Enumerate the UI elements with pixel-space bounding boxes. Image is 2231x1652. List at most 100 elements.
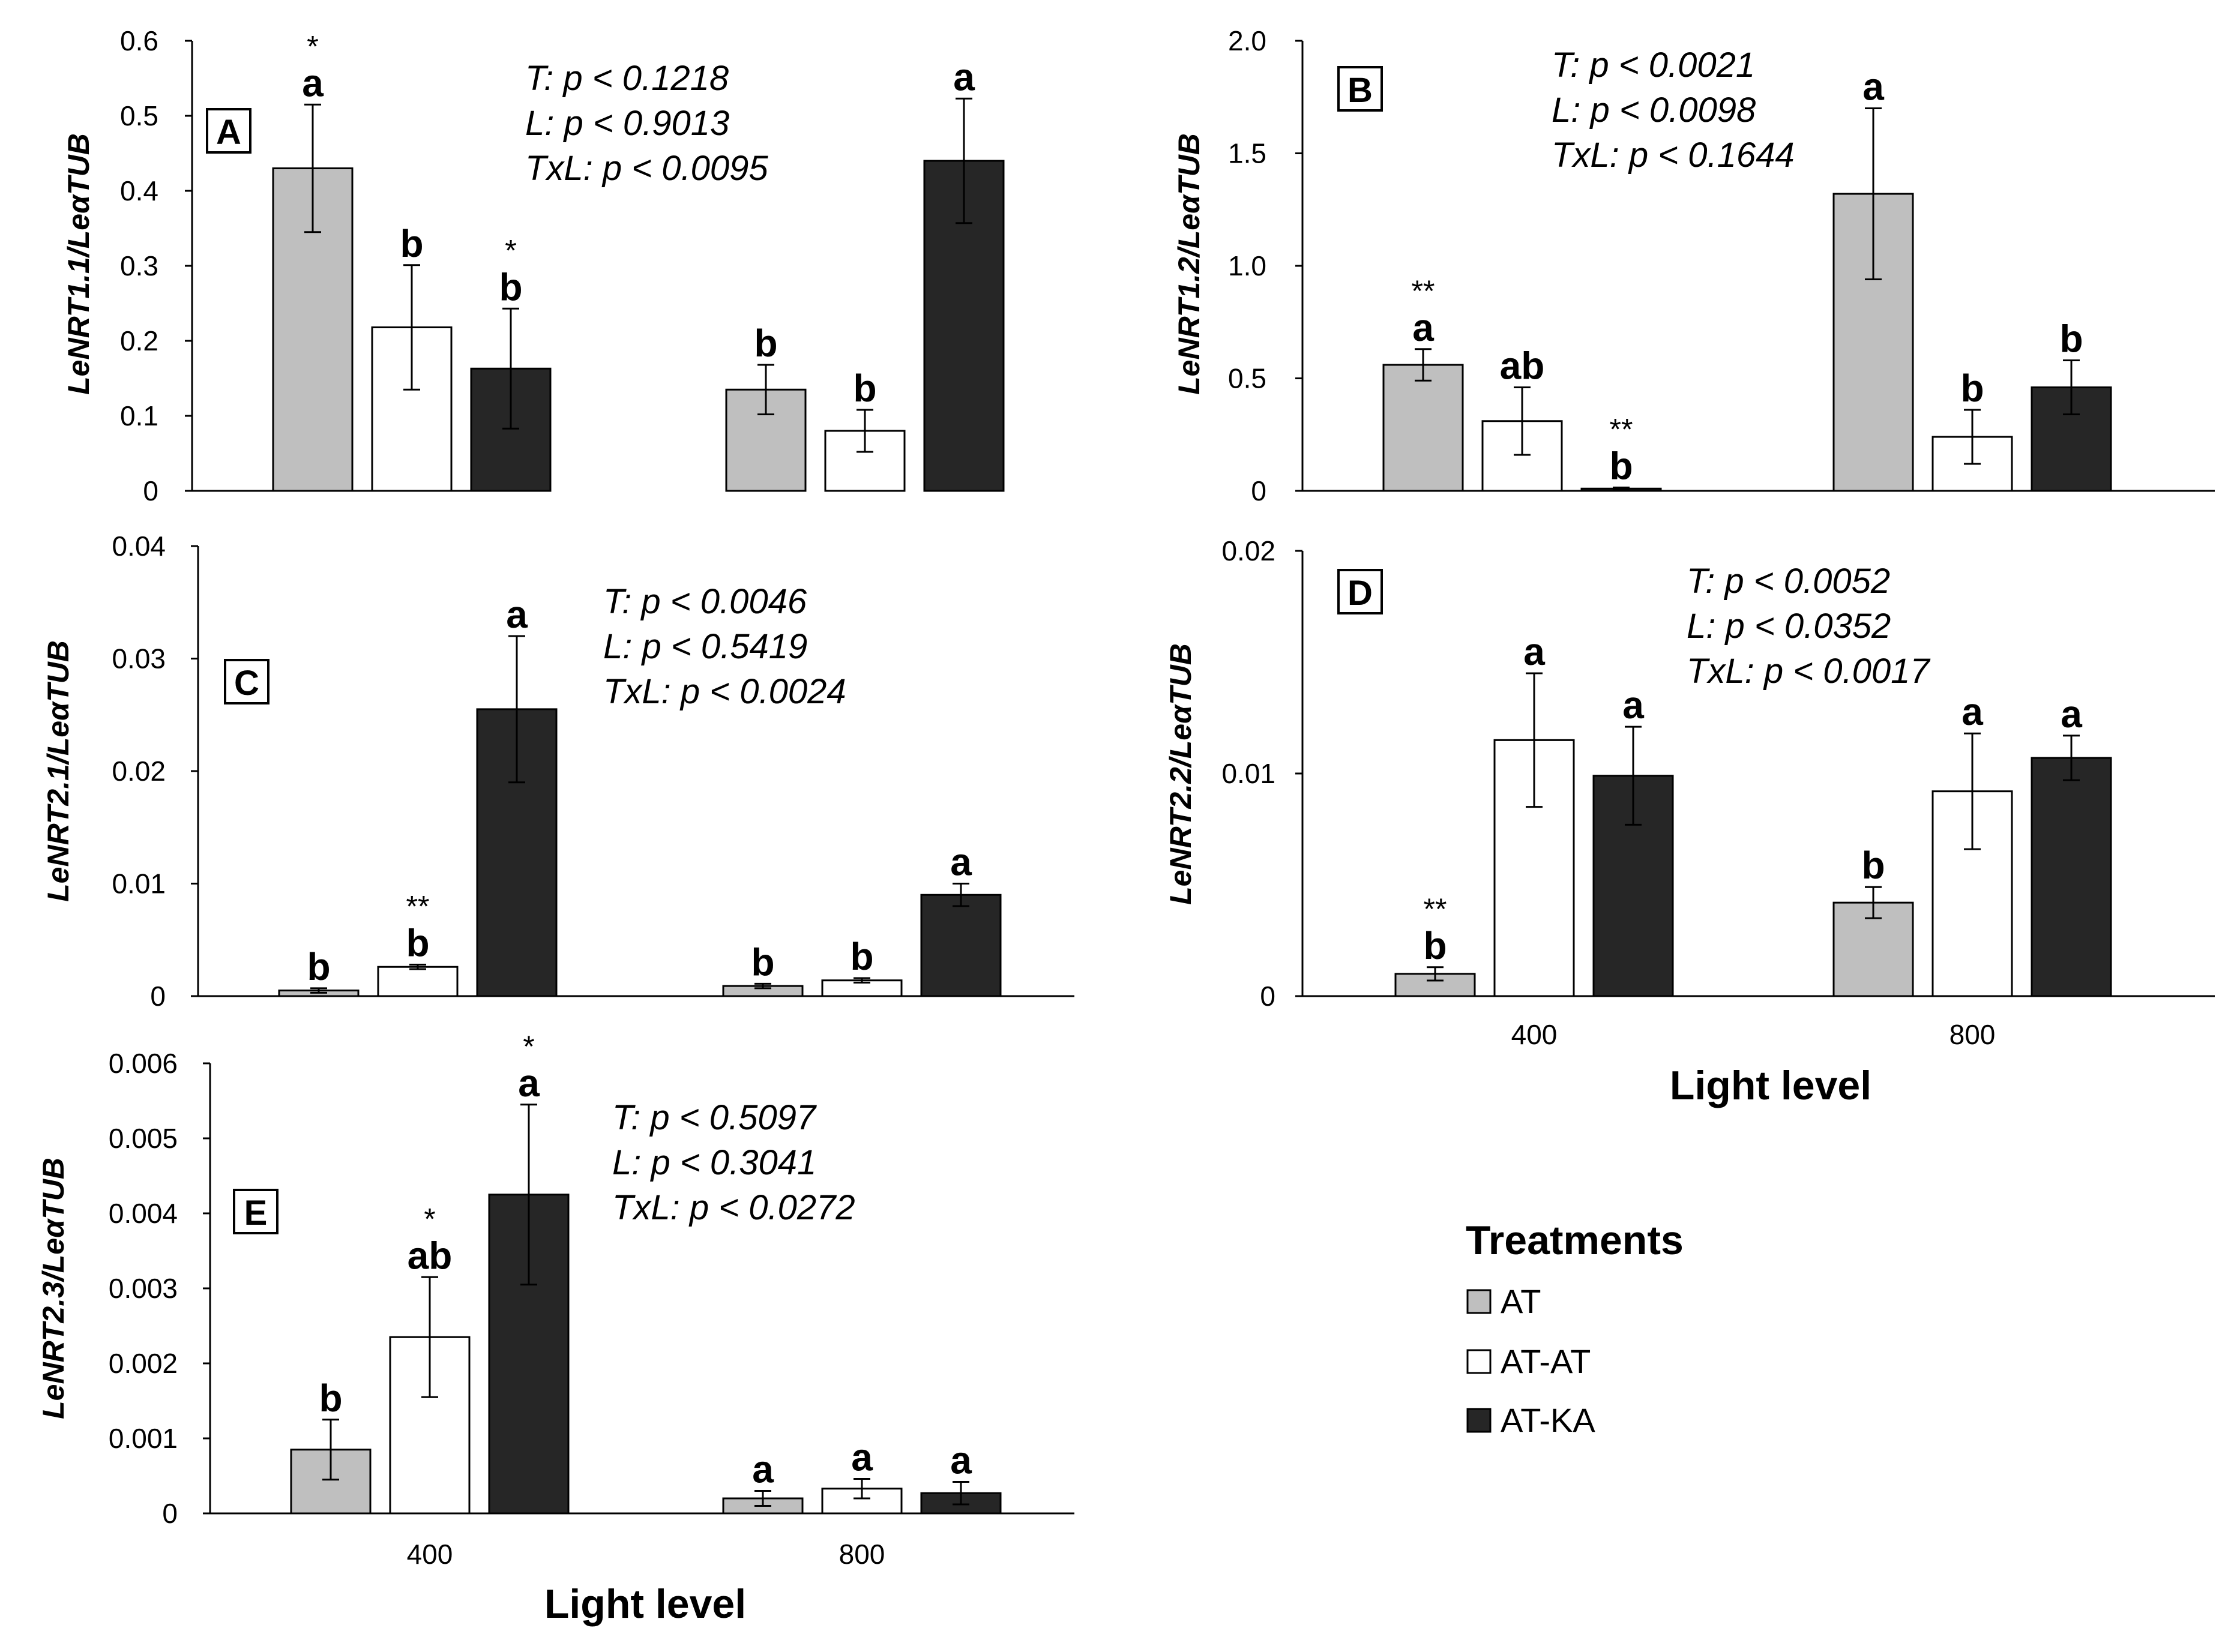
stat-line: TxL: p < 0.0272 [612,1188,855,1227]
legend-label-at-at: AT-AT [1501,1342,1591,1380]
x-tick-label: 400 [1511,1019,1558,1050]
legend-swatch-at-at [1466,1349,1492,1374]
significance-letter: a [302,61,324,104]
legend: Treatments AT AT-AT AT-KA [1466,1218,1684,1439]
significance-letter: a [506,593,528,636]
significance-letter: b [499,265,522,308]
bar-at-at-400 [377,966,459,997]
legend-swatch-at-ka [1466,1408,1492,1433]
significance-letter: a [1862,65,1884,109]
stat-line: L: p < 0.9013 [525,104,729,143]
panel-label: A [216,113,241,152]
panel-label: C [234,664,259,703]
legend-title: Treatments [1466,1218,1684,1263]
significance-letter: a [950,841,972,884]
stat-line: TxL: p < 0.0024 [603,672,846,711]
y-tick-label: 0.01 [1221,758,1275,789]
y-axis-label: LeNRT1.2/LeαTUB [1172,133,1206,395]
y-axis-label: LeNRT2.2/LeαTUB [1164,643,1197,905]
significance-letter: b [751,940,774,984]
y-tick-label: 0.3 [120,250,158,281]
significance-letter: b [400,222,423,265]
legend-swatch-at [1466,1289,1492,1314]
bar-at-400 [1382,364,1464,492]
y-axis-label: LeNRT2.1/LeαTUB [41,640,75,902]
significance-star: * [505,233,516,267]
significance-star: ** [406,890,430,924]
panel-label-box [1337,66,1383,112]
stat-line: T: p < 0.1218 [525,59,729,98]
bar-at-400 [290,1449,372,1515]
y-tick-label: 0.02 [112,755,166,787]
legend-label-at-ka: AT-KA [1501,1401,1595,1439]
significance-letter: b [1960,367,1984,410]
y-tick-label: 0.03 [112,643,166,674]
significance-letter: ab [1500,344,1545,388]
y-tick-label: 0.005 [109,1123,178,1154]
legend-label-at: AT [1501,1282,1541,1320]
significance-letter: a [953,55,975,98]
significance-star: ** [1412,274,1435,308]
significance-letter: b [319,1377,342,1420]
stat-line: TxL: p < 0.1644 [1552,136,1795,175]
stat-line: L: p < 0.5419 [603,627,807,666]
significance-star: * [424,1202,435,1236]
stat-line: TxL: p < 0.0017 [1687,652,1931,691]
significance-letter: b [1861,844,1885,887]
y-axis-label: LeNRT1.1/LeαTUB [62,133,95,395]
y-tick-label: 0 [150,981,166,1012]
y-tick-label: 0.04 [112,530,166,562]
bar-at-ka-800 [920,894,1002,997]
significance-star: * [523,1030,534,1063]
bar-at-at-400 [1493,739,1575,997]
stat-line: L: p < 0.0352 [1687,607,1891,646]
x-axis-title-top: Light level [1670,1063,1871,1108]
y-tick-label: 0.001 [109,1423,178,1454]
panel-b: 0 0.5 1.0 1.5 2.0 LeNRT1.2/LeαTUB B T: p < 0.00… [1172,25,2215,506]
panel-label: B [1347,71,1373,110]
stat-line: T: p < 0.5097 [612,1098,817,1137]
y-tick-label: 1.5 [1228,138,1266,169]
y-tick-label: 0.01 [112,868,166,900]
stat-line: T: p < 0.0052 [1687,562,1890,601]
stat-line: L: p < 0.3041 [612,1143,816,1182]
y-axis-label: LeNRT2.3/LeαTUB [37,1158,70,1419]
significance-star: * [307,29,318,63]
y-tick-label: 0.4 [120,175,158,206]
y-tick-label: 0.02 [1221,535,1275,566]
stat-line: T: p < 0.0021 [1552,46,1755,85]
panel-c: 0 0.01 0.02 0.03 0.04 LeNRT2.1/LeαTUB C T: p < … [41,530,1074,1012]
significance-star: ** [1610,412,1633,446]
significance-letter: a [1622,683,1644,727]
significance-letter: a [1962,690,1983,733]
x-tick-label: 800 [1949,1019,1996,1050]
significance-letter: a [1412,306,1434,349]
stat-line: TxL: p < 0.0095 [525,149,768,188]
significance-letter: b [1609,444,1633,487]
x-tick-label: 800 [839,1539,885,1570]
y-tick-label: 0.6 [120,25,158,56]
y-tick-label: 0.003 [109,1273,178,1304]
significance-letter: b [406,922,429,965]
significance-letter: b [1423,924,1447,967]
x-tick-label: 400 [407,1539,453,1570]
significance-letter: b [754,322,777,365]
y-tick-label: 1.0 [1228,250,1266,281]
significance-letter: a [851,1436,873,1479]
stat-line: L: p < 0.0098 [1552,91,1756,130]
panel-label-box [1337,569,1383,614]
significance-letter: a [518,1062,540,1105]
stat-line: T: p < 0.0046 [603,582,807,621]
panel-e: 0 0.001 0.002 0.003 0.004 0.005 0.006 LeNRT2.3/… [37,1030,1074,1570]
significance-letter: a [2061,692,2082,736]
significance-letter: b [307,945,330,988]
y-tick-label: 0.002 [109,1348,178,1379]
significance-letter: a [1523,630,1545,673]
y-tick-label: 0.1 [120,400,158,431]
y-tick-label: 0 [143,475,158,506]
panel-label-box [206,108,251,154]
bar-at-ka-800 [2031,757,2112,997]
y-tick-label: 0.004 [109,1198,178,1229]
y-tick-label: 0 [1260,981,1275,1012]
